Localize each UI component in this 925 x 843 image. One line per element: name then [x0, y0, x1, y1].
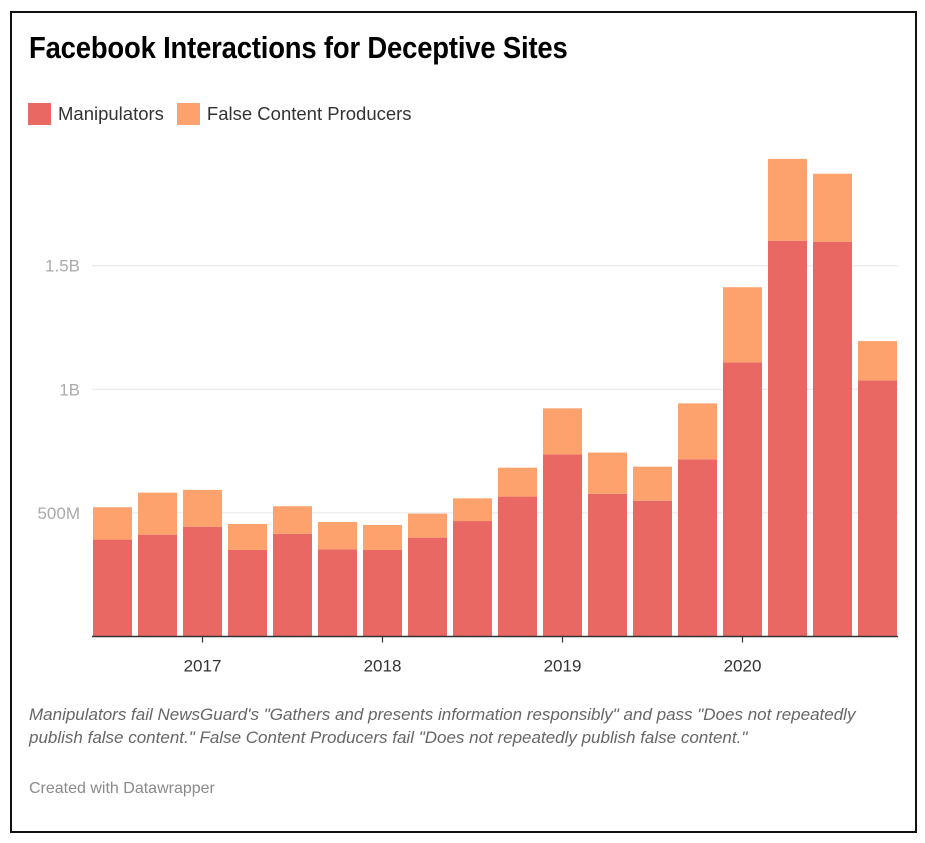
bar-segment-false-content-producers — [318, 522, 357, 550]
legend-swatch-manipulators — [28, 103, 51, 125]
legend-item-false-content-producers: False Content Producers — [176, 103, 412, 125]
bar-segment-false-content-producers — [408, 513, 447, 538]
bar-segment-false-content-producers — [723, 287, 762, 363]
bar-segment-false-content-producers — [588, 452, 627, 494]
bar-segment-manipulators — [363, 549, 402, 637]
bar-segment-manipulators — [498, 496, 537, 637]
bar-segment-false-content-producers — [228, 524, 267, 550]
x-tick-label: 2017 — [184, 657, 222, 676]
y-tick-label: 1B — [59, 380, 80, 399]
bar-segment-manipulators — [93, 539, 132, 637]
bar-segment-manipulators — [858, 380, 897, 637]
bar-segment-false-content-producers — [453, 498, 492, 522]
gridlines — [92, 265, 898, 514]
bar-segment-false-content-producers — [633, 466, 672, 501]
bar-segment-manipulators — [768, 240, 807, 637]
bar-segment-false-content-producers — [813, 173, 852, 242]
bar-segment-false-content-producers — [498, 467, 537, 497]
bar-segment-false-content-producers — [678, 403, 717, 460]
bar-segment-manipulators — [183, 526, 222, 637]
bars — [93, 158, 897, 637]
x-tick-label: 2018 — [364, 657, 402, 676]
legend: Manipulators False Content Producers — [28, 103, 425, 125]
bar-segment-manipulators — [588, 493, 627, 637]
bar-segment-false-content-producers — [138, 492, 177, 535]
bar-segment-false-content-producers — [543, 408, 582, 455]
x-tick-label: 2020 — [724, 657, 762, 676]
bar-segment-manipulators — [138, 534, 177, 637]
legend-swatch-false-content-producers — [176, 103, 200, 125]
x-axis: 2017 2018 2019 2020 — [92, 635, 898, 676]
bar-segment-false-content-producers — [858, 341, 897, 381]
credit-link[interactable]: Created with Datawrapper — [29, 780, 215, 797]
bar-segment-false-content-producers — [273, 506, 312, 534]
bar-segment-manipulators — [813, 241, 852, 637]
x-tick-label: 2019 — [544, 657, 582, 676]
y-axis-labels: 500M 1B 1.5B — [37, 257, 80, 523]
bar-segment-manipulators — [408, 537, 447, 637]
y-tick-label: 500M — [37, 504, 80, 523]
bar-segment-false-content-producers — [183, 489, 222, 527]
chart-frame — [10, 11, 917, 833]
bar-segment-manipulators — [273, 533, 312, 637]
legend-item-manipulators: Manipulators — [28, 103, 164, 125]
y-tick-label: 1.5B — [45, 257, 80, 276]
bar-segment-manipulators — [318, 549, 357, 637]
legend-label-manipulators: Manipulators — [58, 103, 164, 124]
bar-segment-manipulators — [678, 459, 717, 637]
chart-title: Facebook Interactions for Deceptive Site… — [29, 30, 568, 65]
bar-segment-manipulators — [228, 549, 267, 637]
bar-segment-manipulators — [723, 362, 762, 637]
bar-segment-manipulators — [633, 500, 672, 637]
bar-segment-false-content-producers — [93, 507, 132, 540]
bar-segment-false-content-producers — [768, 158, 807, 241]
legend-label-false-content-producers: False Content Producers — [206, 103, 412, 124]
bar-segment-manipulators — [453, 521, 492, 637]
bar-segment-false-content-producers — [363, 525, 402, 550]
bar-segment-manipulators — [543, 454, 582, 637]
chart-note: Manipulators fail NewsGuard's "Gathers a… — [29, 705, 856, 747]
